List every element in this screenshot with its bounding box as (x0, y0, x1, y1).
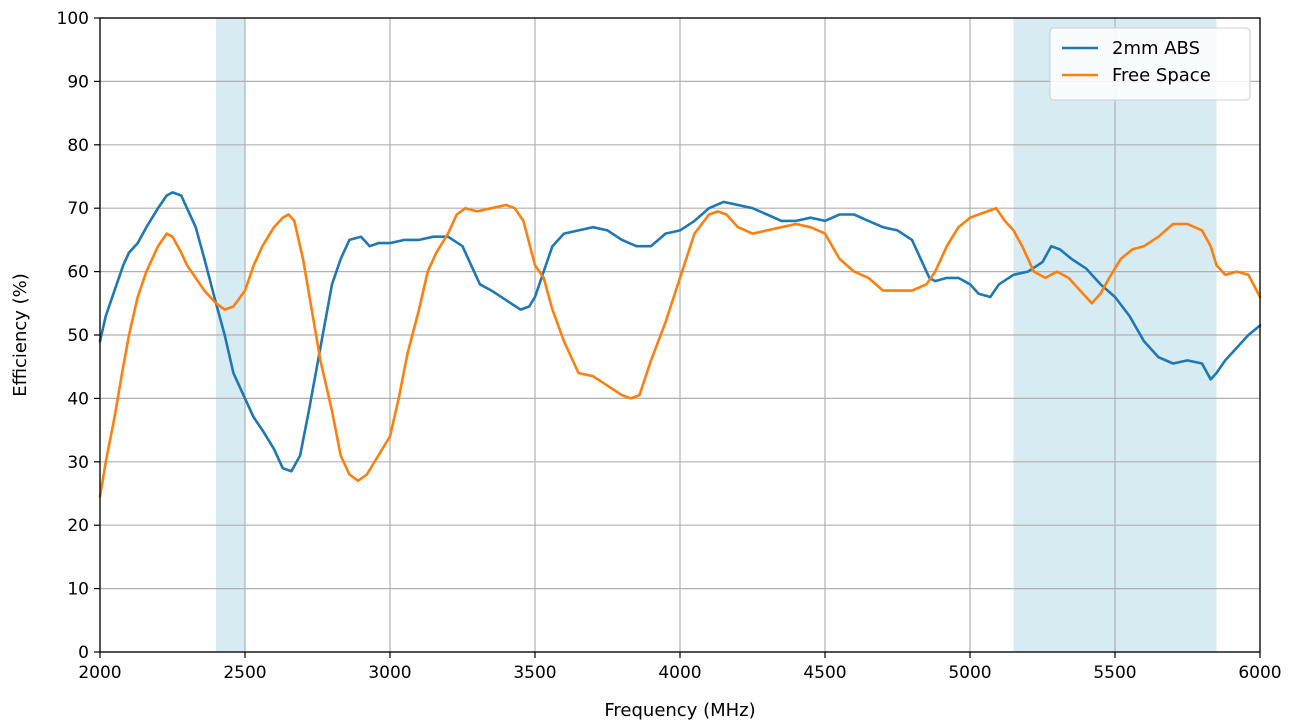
legend: 2mm ABS Free Space (1049, 27, 1251, 101)
x-tick-label: 5500 (1093, 663, 1136, 683)
y-tick-label: 0 (78, 643, 89, 663)
series-line-2 (98, 203, 1262, 498)
y-axis-label: Efficiency (%) (10, 273, 31, 397)
y-tick-label: 40 (67, 389, 89, 409)
x-tick-label: 6000 (1238, 663, 1281, 683)
x-tick-label: 3500 (513, 663, 556, 683)
series-lines (98, 191, 1262, 498)
x-tick-label: 4000 (658, 663, 701, 683)
y-tick-label: 10 (67, 580, 89, 600)
x-axis-label: Frequency (MHz) (604, 700, 755, 721)
y-tick-label: 30 (67, 453, 89, 473)
x-tick-label: 4500 (803, 663, 846, 683)
y-tick-label: 100 (57, 9, 89, 29)
legend-box (1049, 27, 1251, 101)
y-tick-label: 60 (67, 263, 89, 283)
x-tick-label: 2500 (223, 663, 266, 683)
x-tick-label: 2000 (78, 663, 121, 683)
y-tick-label: 90 (67, 72, 89, 92)
y-tick-label: 80 (67, 136, 89, 156)
y-tick-label: 50 (67, 326, 89, 346)
grid (99, 17, 1261, 653)
y-tick-label: 70 (67, 199, 89, 219)
series-line-1 (98, 191, 1262, 473)
y-axis-ticks: 0 10 20 30 40 50 60 70 80 90 100 (57, 9, 100, 663)
y-tick-label: 20 (67, 516, 89, 536)
legend-entry-label: 2mm ABS (1112, 38, 1200, 59)
x-tick-label: 5000 (948, 663, 991, 683)
x-axis-ticks: 2000 2500 3000 3500 4000 4500 5000 5500 6000 (78, 652, 1282, 683)
legend-entry-label: Free Space (1112, 65, 1211, 86)
x-tick-label: 3000 (368, 663, 411, 683)
